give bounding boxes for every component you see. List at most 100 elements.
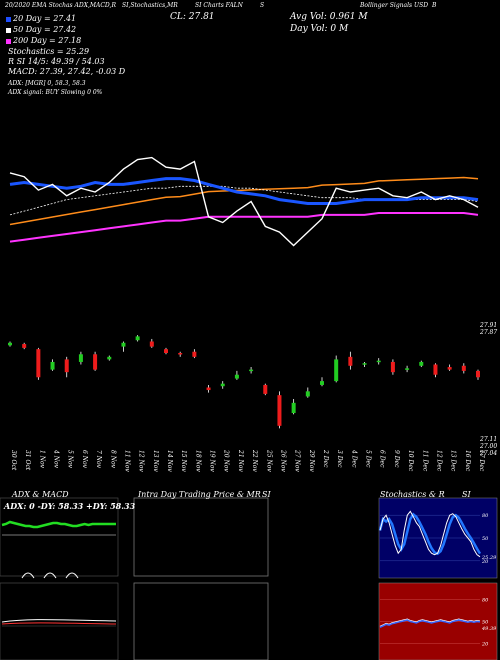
sma200-line — [9, 212, 479, 243]
date-label: 16 Dec — [464, 450, 471, 472]
candle-body — [348, 356, 353, 366]
date-label: 21 Nov — [237, 449, 244, 472]
candle-body — [305, 391, 310, 397]
candle-body — [291, 402, 296, 414]
date-label: 26 Nov — [279, 449, 286, 472]
ema20-line — [9, 177, 479, 205]
candle-body — [461, 365, 466, 371]
date-label: 6 Nov — [81, 450, 88, 469]
price-tick: 27.87 — [480, 329, 498, 336]
date-label: 29 Nov — [308, 449, 315, 472]
date-label: 2 Dec — [322, 449, 329, 468]
candle-body — [249, 369, 254, 372]
close-price-label: CL: 27.81 — [170, 12, 215, 22]
candle-body — [178, 353, 183, 355]
day-volume-label: Day Vol: 0 M — [290, 24, 349, 34]
intraday-panel-si: SI — [262, 490, 271, 499]
candle-body — [192, 351, 197, 357]
stoch-tick: 80 — [482, 513, 489, 519]
stoch-panel-si: SI — [462, 490, 471, 499]
date-label: 12 Nov — [138, 450, 145, 472]
candle-body — [433, 364, 438, 375]
candle-body — [263, 384, 268, 394]
stoch-panel-title: Stochastics & R — [380, 490, 445, 499]
stoch-tick: 50 — [482, 536, 489, 542]
header-piece: S — [260, 2, 265, 9]
stat-stochastics: Stochastics = 25.29 — [8, 47, 90, 56]
candle-body — [277, 395, 282, 426]
candle-body — [50, 361, 55, 370]
macd-line — [1, 619, 117, 623]
candle-body — [206, 387, 211, 391]
candle-body — [36, 349, 41, 378]
candle-body — [390, 361, 395, 373]
candle-body — [220, 383, 225, 387]
candle-body — [149, 341, 154, 347]
candle-body — [405, 368, 410, 370]
candle-body — [8, 342, 12, 346]
date-label: 3 Dec — [336, 450, 343, 468]
intraday-panel-title: Intra Day Trading Price & MR — [138, 490, 261, 499]
date-label: 13 Dec — [450, 450, 457, 472]
stat-macd: MACD: 27.39, 27.42, -0.03 D — [8, 67, 126, 76]
legend-ema50-label: 50 Day = 27.42 — [13, 25, 77, 34]
price-line — [9, 156, 479, 247]
sma200-swatch-icon — [6, 38, 11, 44]
date-label: 20 Nov — [223, 449, 230, 472]
intraday-mrsi-panel — [133, 582, 269, 660]
header-piece: Bollinger Signals USD — [360, 2, 429, 9]
date-label: 5 Dec — [365, 450, 372, 468]
stoch-d-line — [378, 512, 482, 556]
rsi-value: 49.39 — [481, 626, 497, 632]
orange-ma-line — [9, 176, 479, 226]
candle-body — [121, 342, 126, 347]
candle-body — [22, 344, 27, 348]
candle-body — [78, 354, 83, 362]
candle-body — [320, 381, 324, 385]
date-label: 31 Oct — [24, 450, 31, 471]
date-label: 30 Oct — [10, 450, 17, 471]
legend-ema20: 20 Day = 27.41 — [6, 14, 76, 23]
rsi-line — [379, 619, 481, 628]
adx-line: ADX: [MGR] 0, 58.3, 58.3 — [8, 80, 86, 87]
rsi-tick: 20 — [481, 641, 489, 647]
adx-values: ADX: 0 -DY: 58.33 +DY: 58.33 — [4, 501, 136, 511]
ema50-swatch-icon — [6, 27, 11, 33]
candle-body — [334, 359, 339, 382]
date-label: 22 Nov — [251, 449, 258, 472]
macd-signal-line — [1, 622, 117, 625]
date-label: 8 Nov — [109, 450, 116, 469]
header-piece: 20/2020 — [5, 2, 30, 9]
price-tick: 27.91 — [480, 322, 498, 329]
stoch-value: 25.29 — [481, 555, 497, 561]
date-label: 4 Nov — [53, 449, 60, 469]
ema20-swatch-icon — [6, 16, 11, 22]
stoch-k-line — [379, 510, 481, 558]
candle-body — [376, 360, 381, 363]
rsi-tick: 50 — [482, 620, 489, 626]
date-label: 11 Nov — [123, 450, 130, 472]
date-label: 27 Nov — [294, 449, 301, 472]
date-label: 18 Nov — [194, 450, 201, 472]
macd-panel — [0, 582, 119, 660]
stoch-tick: 20 — [481, 559, 489, 565]
date-label: 15 Nov — [180, 450, 187, 472]
candle-body — [64, 359, 69, 373]
header-piece: EMA Stochas ADX,MACD,R — [31, 2, 116, 9]
rsi-tick: 80 — [482, 598, 489, 604]
candle-body — [164, 349, 168, 353]
legend-ema50: 50 Day = 27.42 — [6, 25, 76, 34]
candle-body — [135, 336, 140, 341]
rsi-signal-line — [379, 618, 481, 627]
adx-signal-bump — [65, 572, 79, 579]
date-label: 14 Nov — [166, 450, 173, 472]
date-label: 10 Dec — [407, 450, 414, 472]
date-label: 25 Nov — [265, 449, 272, 472]
adx-plus-di-line — [1, 520, 116, 529]
date-label: 4 Dec — [350, 449, 357, 468]
candle-body — [93, 354, 98, 370]
adx-panel — [0, 497, 119, 577]
price-tick: 27.11 — [480, 436, 498, 443]
adx-signal-bump — [21, 572, 35, 579]
